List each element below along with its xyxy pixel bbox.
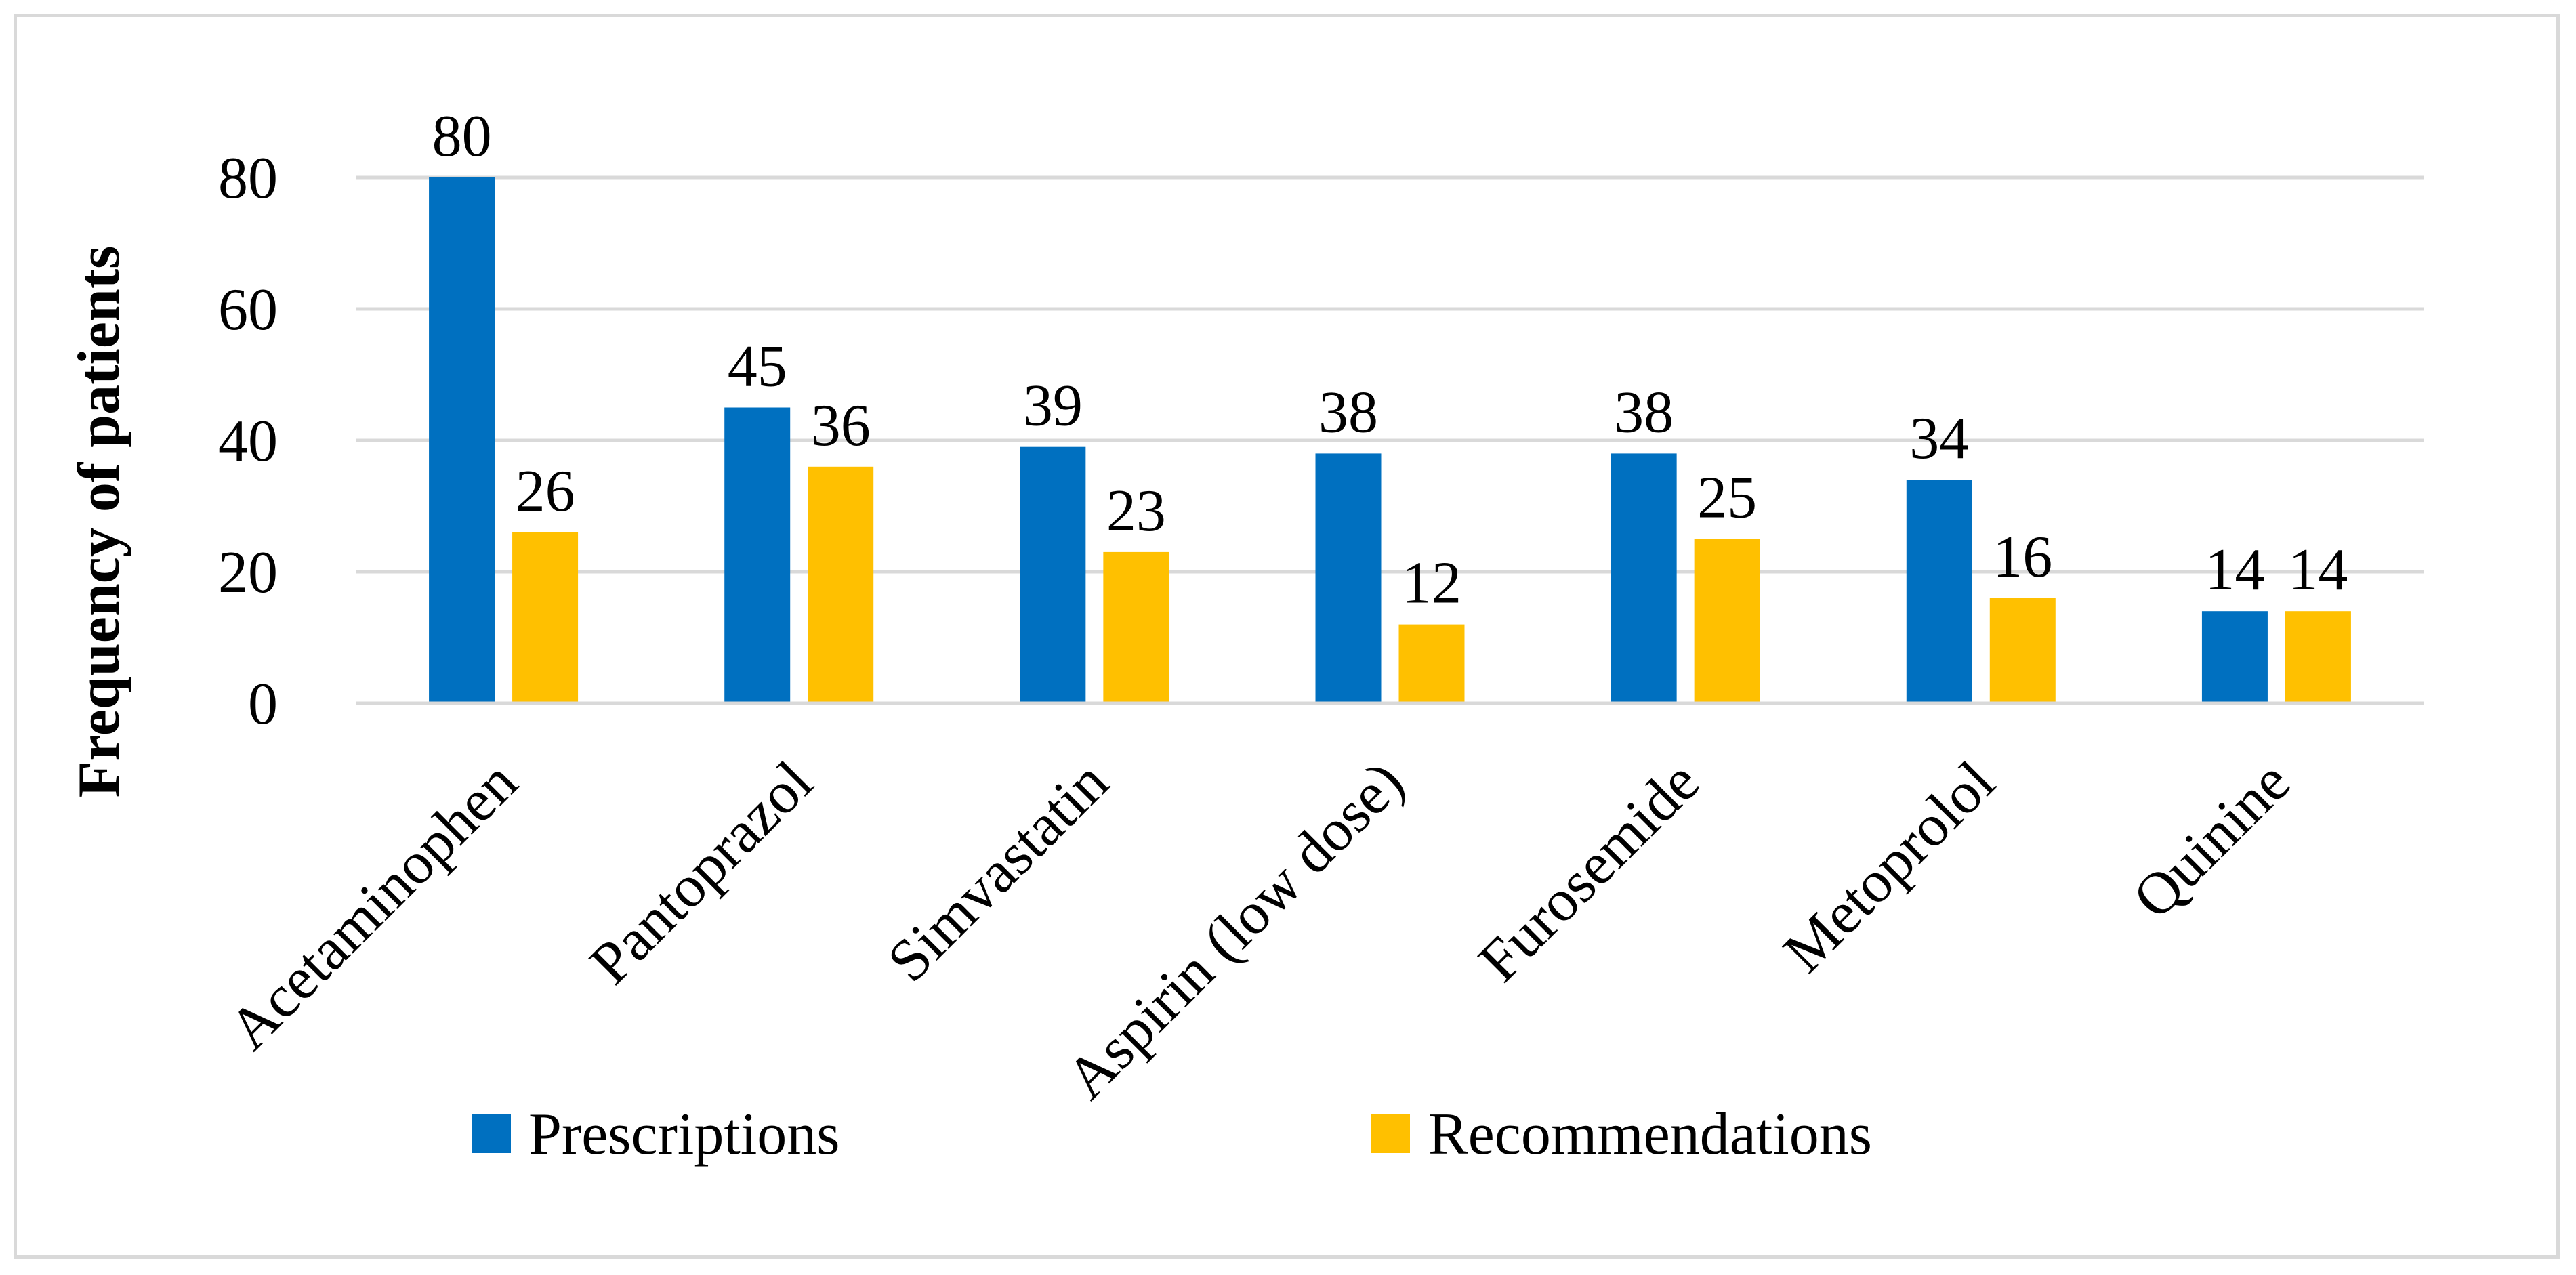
bar-recommendations-acetaminophen <box>512 532 579 703</box>
y-tick-label: 40 <box>218 409 278 474</box>
bar-prescriptions-quinine <box>2201 611 2268 703</box>
y-tick-label: 60 <box>218 277 278 343</box>
bar-prescriptions-simvastatin <box>1020 446 1086 703</box>
x-category-label: Simvastatin <box>875 749 1121 995</box>
bar-recommendations-simvastatin <box>1103 551 1169 703</box>
x-category-label: Quinine <box>2121 749 2303 932</box>
gridlines <box>356 175 2424 574</box>
data-label-prescriptions-furosemide: 38 <box>1614 379 1674 445</box>
legend-label-recommendations: Recommendations <box>1428 1102 1872 1167</box>
x-category-label: Acetaminophen <box>217 749 531 1063</box>
data-label-recommendations-acetaminophen: 26 <box>516 459 575 524</box>
bar-recommendations-metoprolol <box>1989 598 2056 703</box>
y-tick-label: 0 <box>248 671 278 737</box>
legend: Prescriptions Recommendations <box>472 1102 1872 1167</box>
data-label-recommendations-quinine: 14 <box>2288 537 2348 603</box>
bar-recommendations-furosemide <box>1694 539 1760 703</box>
data-label-prescriptions-simvastatin: 39 <box>1023 373 1083 439</box>
y-axis-label: Frequency of patients <box>66 246 132 798</box>
data-label-recommendations-pantoprazol: 36 <box>811 393 871 459</box>
x-axis-categories: Acetaminophen Pantoprazol SimvastatinAspir… <box>217 749 2303 1112</box>
legend-label-prescriptions: Prescriptions <box>528 1102 840 1167</box>
y-axis-ticks: 0 20 40 60 80 <box>218 146 278 737</box>
y-tick-label: 80 <box>218 146 278 211</box>
bar-recommendations-pantoprazol <box>808 466 874 703</box>
bar-prescriptions-metoprolol <box>1906 480 1972 703</box>
data-label-prescriptions-metoprolol: 34 <box>1909 406 1969 472</box>
bar-prescriptions-furosemide <box>1611 453 1677 703</box>
bar-prescriptions-pantoprazol <box>724 407 791 703</box>
data-labels: 80 26 45 36 39 23 38 12 38 25 34 16 14 14 <box>432 104 2348 616</box>
data-label-prescriptions-acetaminophen: 80 <box>432 104 492 169</box>
bars <box>429 177 2351 703</box>
x-category-label: Pantoprazol <box>578 749 826 997</box>
bar-recommendations-quinine <box>2285 611 2351 703</box>
x-category-label: Furosemide <box>1466 749 1711 995</box>
data-label-recommendations-metoprolol: 16 <box>1993 524 2052 590</box>
data-label-recommendations-furosemide: 25 <box>1697 465 1757 531</box>
data-label-recommendations-aspirin-low-dose: 12 <box>1402 551 1461 616</box>
data-label-prescriptions-pantoprazol: 45 <box>728 334 787 400</box>
legend-swatch-recommendations <box>1371 1114 1410 1153</box>
bar-prescriptions-aspirin-low-dose <box>1315 453 1382 703</box>
legend-swatch-prescriptions <box>472 1114 511 1153</box>
data-label-prescriptions-quinine: 14 <box>2205 537 2264 603</box>
data-label-prescriptions-aspirin-low-dose: 38 <box>1318 379 1378 445</box>
x-category-label: Metoprolol <box>1771 749 2008 986</box>
data-label-recommendations-simvastatin: 23 <box>1106 478 1166 544</box>
bar-recommendations-aspirin-low-dose <box>1398 624 1465 703</box>
y-tick-label: 20 <box>218 540 278 606</box>
bar-prescriptions-acetaminophen <box>429 177 495 703</box>
